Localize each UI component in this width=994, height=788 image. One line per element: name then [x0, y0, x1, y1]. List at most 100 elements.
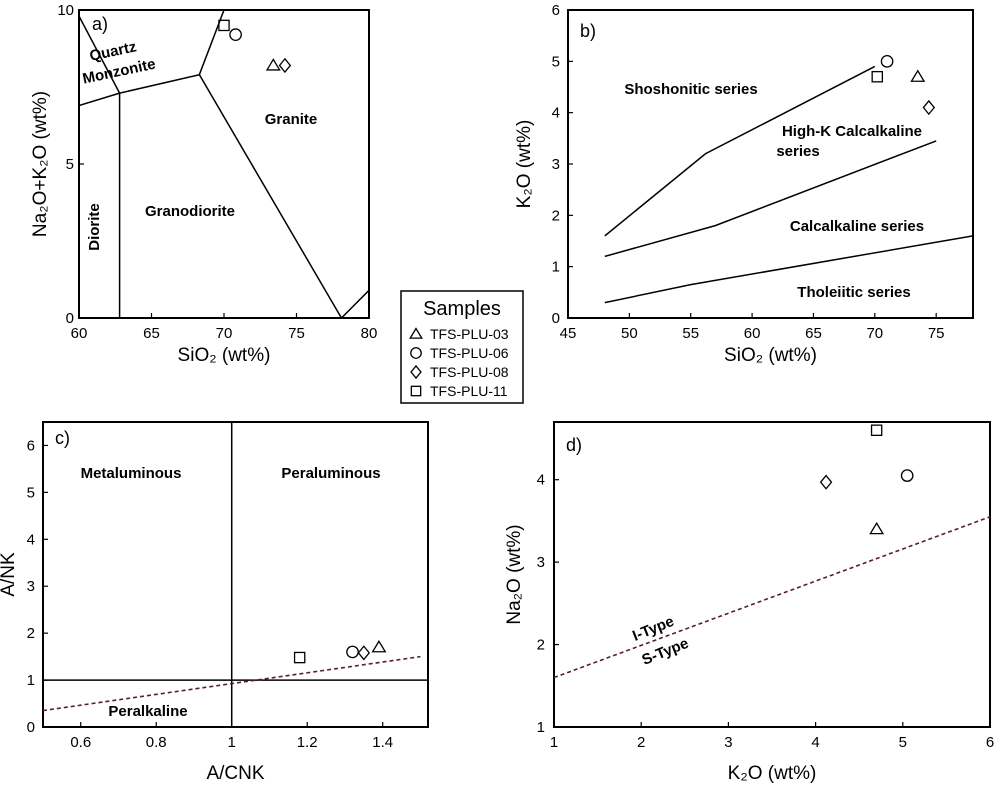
- panel-label: d): [566, 435, 582, 455]
- y-tick-label: 10: [57, 2, 74, 19]
- data-point-tfs-plu-03: [869, 521, 885, 535]
- panel-label: b): [580, 21, 596, 41]
- legend-box: [400, 290, 524, 404]
- y-axis-label: A/NK: [0, 552, 19, 597]
- x-tick-label: 45: [560, 325, 577, 342]
- boundary-line: [79, 10, 225, 107]
- x-tick-label: 65: [143, 325, 160, 342]
- boundary-line: [340, 289, 369, 318]
- legend-marker: [409, 327, 423, 339]
- region-label: Granodiorite: [145, 203, 235, 220]
- legend-item-label: TFS-PLU-06: [430, 345, 509, 361]
- panel-label: c): [55, 428, 70, 448]
- y-axis-label: Na₂O+K₂O (wt%): [30, 91, 51, 237]
- legend: Samples TFS-PLU-03 TFS-PLU-06 TFS-PLU-08 TFS…: [400, 290, 524, 404]
- y-tick-label: 3: [537, 554, 545, 571]
- boundary-line: [79, 15, 121, 94]
- x-tick-label: 6: [986, 734, 994, 751]
- data-point-tfs-plu-06: [346, 645, 359, 659]
- y-tick-label: 1: [552, 259, 560, 276]
- panel-c: 0.6 0.8 1 1.2 1.4 0 1 2 3 4 5 6 A/CNK A/NK c) Metalumin…: [0, 421, 429, 784]
- y-tick-label: 4: [27, 531, 35, 548]
- plot-frame: [42, 421, 429, 728]
- y-tick-label: 2: [27, 625, 35, 642]
- region-label: Metaluminous: [81, 465, 182, 482]
- x-tick-label: 75: [288, 325, 305, 342]
- boundary-line: [198, 74, 343, 318]
- x-tick-label: 70: [216, 325, 233, 342]
- y-axis-label: Na₂O (wt%): [504, 524, 525, 624]
- x-tick-label: 2: [637, 734, 645, 751]
- data-point-tfs-plu-08: [278, 57, 292, 74]
- data-point-tfs-plu-11: [293, 651, 306, 664]
- legend-item-label: TFS-PLU-11: [430, 383, 508, 399]
- y-tick-label: 5: [27, 484, 35, 501]
- y-tick-label: 5: [66, 156, 74, 173]
- data-point-tfs-plu-06: [229, 28, 242, 41]
- boundary-line: [604, 235, 973, 304]
- x-axis-label: K₂O (wt%): [728, 763, 817, 784]
- region-label: Granite: [265, 111, 318, 128]
- data-point-tfs-plu-06: [880, 54, 894, 68]
- region-label: Peralkaline: [108, 703, 187, 720]
- x-axis-label: SiO₂ (wt%): [724, 345, 817, 366]
- x-tick-label: 50: [621, 325, 638, 342]
- x-tick-label: 70: [866, 325, 883, 342]
- legend-marker: [410, 347, 422, 359]
- legend-item-label: TFS-PLU-08: [430, 364, 509, 380]
- region-label: Diorite: [86, 203, 103, 251]
- x-tick-label: 4: [811, 734, 819, 751]
- x-tick-label: 60: [744, 325, 761, 342]
- data-point-tfs-plu-08: [819, 474, 833, 490]
- y-tick-label: 6: [27, 437, 35, 454]
- legend-marker: [410, 385, 422, 397]
- y-tick-label: 4: [537, 472, 545, 489]
- y-tick-label: 0: [27, 719, 35, 736]
- region-label: series: [776, 143, 819, 160]
- data-point-tfs-plu-08: [922, 99, 936, 116]
- boundary-line: [604, 65, 876, 237]
- y-axis-label: K₂O (wt%): [514, 120, 535, 209]
- x-tick-label: 1.2: [297, 734, 318, 751]
- x-tick-label: 1.4: [372, 734, 393, 751]
- divider-dashed-line: [43, 655, 421, 712]
- region-label: Peraluminous: [281, 465, 380, 482]
- plot-frame: [553, 421, 991, 728]
- panel-label: a): [92, 14, 108, 34]
- y-tick-label: 6: [552, 2, 560, 19]
- x-tick-label: 1: [228, 734, 236, 751]
- x-tick-label: 0.6: [70, 734, 91, 751]
- plot-frame: [567, 9, 974, 319]
- data-point-tfs-plu-03: [371, 639, 387, 653]
- region-label: Shoshonitic series: [624, 81, 757, 98]
- x-tick-label: 55: [682, 325, 699, 342]
- y-tick-label: 1: [27, 672, 35, 689]
- boundary-line: [604, 140, 937, 258]
- x-tick-label: 3: [724, 734, 732, 751]
- region-label: Tholeiitic series: [797, 284, 910, 301]
- panel-a: 60 65 70 75 80 0 5 10 SiO₂ (wt%) Na₂O+K₂O (wt%) a)…: [30, 2, 377, 366]
- x-tick-label: 1: [550, 734, 558, 751]
- y-tick-label: 2: [552, 207, 560, 224]
- x-axis-label: A/CNK: [206, 763, 264, 784]
- data-point-tfs-plu-08: [357, 645, 371, 661]
- data-point-tfs-plu-06: [900, 469, 914, 482]
- y-tick-label: 0: [66, 310, 74, 327]
- x-tick-label: 65: [805, 325, 822, 342]
- x-tick-label: 80: [361, 325, 378, 342]
- legend-item-label: TFS-PLU-03: [430, 326, 509, 342]
- y-tick-label: 4: [552, 105, 560, 122]
- y-tick-label: 3: [27, 578, 35, 595]
- data-point-tfs-plu-03: [265, 58, 281, 71]
- data-point-tfs-plu-03: [910, 69, 926, 82]
- divider-dashed-line: [554, 516, 990, 679]
- data-point-tfs-plu-11: [218, 19, 230, 32]
- data-point-tfs-plu-11: [871, 70, 884, 83]
- y-tick-label: 0: [552, 310, 560, 327]
- y-tick-label: 3: [552, 156, 560, 173]
- region-label: High-K Calcalkaline: [782, 123, 922, 140]
- x-tick-label: 75: [928, 325, 945, 342]
- legend-title: Samples: [423, 298, 501, 320]
